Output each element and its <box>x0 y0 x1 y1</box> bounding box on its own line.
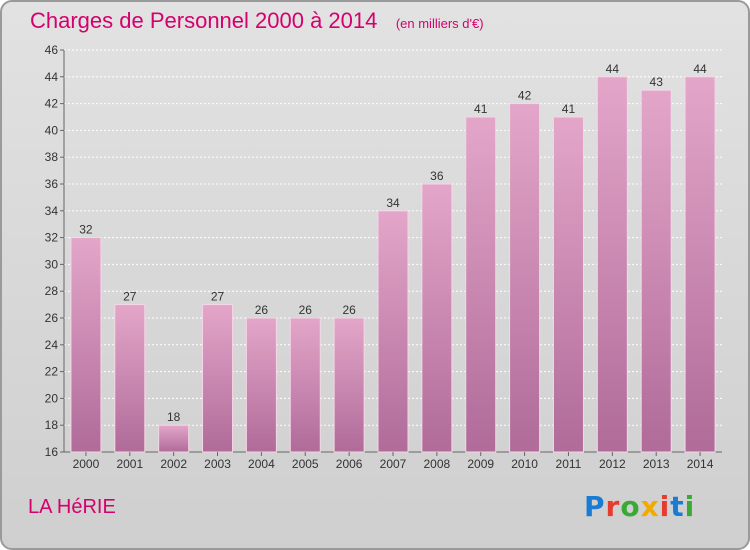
bar-value-label: 41 <box>562 102 576 116</box>
bar <box>684 76 716 453</box>
logo-letter: x <box>640 490 660 523</box>
bar-value-label: 32 <box>79 223 93 237</box>
bar-value-label: 26 <box>342 303 356 317</box>
logo-letter: o <box>620 490 641 523</box>
x-tick-label: 2004 <box>248 457 275 471</box>
commune-name: LA HéRIE <box>28 496 116 518</box>
x-tick-label: 2001 <box>116 457 143 471</box>
x-tick-label: 2012 <box>599 457 626 471</box>
bar-value-label: 36 <box>430 169 444 183</box>
y-tick-label: 38 <box>45 150 59 164</box>
y-tick-label: 18 <box>45 418 59 432</box>
x-tick-label: 2014 <box>687 457 714 471</box>
logo-letter: i <box>684 490 696 523</box>
proxiti-logo: Proxiti <box>584 490 695 523</box>
x-tick-label: 2000 <box>73 457 100 471</box>
y-tick-label: 34 <box>45 204 59 218</box>
bar <box>552 116 584 453</box>
x-tick-label: 2003 <box>204 457 231 471</box>
bar <box>245 317 277 453</box>
chart-title: Charges de Personnel 2000 à 2014 <box>30 8 378 33</box>
bar <box>202 304 234 453</box>
bar <box>333 317 365 453</box>
bar <box>158 424 190 453</box>
y-tick-label: 16 <box>45 445 59 459</box>
bar-value-label: 27 <box>123 290 137 304</box>
y-tick-label: 26 <box>45 311 59 325</box>
bar <box>377 210 409 453</box>
bar <box>289 317 321 453</box>
chart-title-block: Charges de Personnel 2000 à 2014 (en mil… <box>30 8 484 34</box>
y-tick-label: 36 <box>45 177 59 191</box>
x-tick-label: 2002 <box>160 457 187 471</box>
bar-value-label: 44 <box>693 62 707 76</box>
logo-letter: P <box>584 490 606 523</box>
chart-unit-note: (en milliers d'€) <box>395 16 484 31</box>
bar-value-label: 44 <box>606 62 620 76</box>
bar <box>640 89 672 453</box>
bar-value-label: 26 <box>255 303 269 317</box>
y-tick-label: 46 <box>45 43 59 57</box>
y-tick-label: 22 <box>45 365 59 379</box>
y-tick-label: 20 <box>45 391 59 405</box>
bar-value-label: 43 <box>650 75 664 89</box>
bar <box>596 76 628 453</box>
x-tick-label: 2009 <box>467 457 494 471</box>
bar-value-label: 26 <box>299 303 313 317</box>
y-tick-label: 42 <box>45 97 59 111</box>
bar-value-label: 34 <box>386 196 400 210</box>
y-tick-label: 40 <box>45 123 59 137</box>
bar-value-label: 27 <box>211 290 225 304</box>
y-tick-label: 30 <box>45 257 59 271</box>
logo-letter: r <box>605 490 621 523</box>
logo-letter: i <box>659 490 671 523</box>
x-tick-label: 2013 <box>643 457 670 471</box>
x-tick-label: 2007 <box>380 457 407 471</box>
bar <box>465 116 497 453</box>
bar <box>114 304 146 453</box>
bar-value-label: 42 <box>518 89 532 103</box>
x-tick-label: 2006 <box>336 457 363 471</box>
x-tick-label: 2011 <box>556 457 582 471</box>
x-tick-label: 2005 <box>292 457 319 471</box>
bar <box>421 183 453 453</box>
logo-letter: t <box>670 490 685 523</box>
y-tick-label: 24 <box>45 338 59 352</box>
bar <box>509 103 541 453</box>
y-tick-label: 44 <box>45 70 59 84</box>
y-tick-label: 32 <box>45 231 59 245</box>
bar-value-label: 18 <box>167 410 181 424</box>
x-tick-label: 2008 <box>424 457 451 471</box>
x-tick-label: 2010 <box>511 457 538 471</box>
bar <box>70 237 102 453</box>
y-tick-label: 28 <box>45 284 59 298</box>
bar-value-label: 41 <box>474 102 488 116</box>
